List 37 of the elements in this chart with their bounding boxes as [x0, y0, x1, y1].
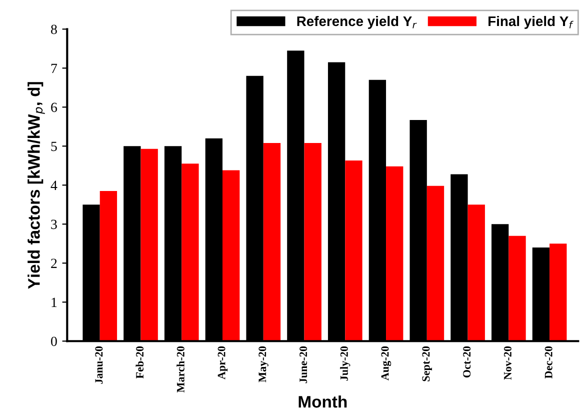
legend-label: Final yield Y$_{f}$ [488, 16, 574, 29]
x-tick-label: Janu-20 [95, 346, 103, 384]
bar [468, 204, 485, 342]
y-tick-label: 1 [52, 298, 57, 307]
y-tick-label: 8 [51, 24, 57, 34]
y-tick-label: 2 [51, 258, 57, 268]
bar [222, 170, 240, 342]
x-tick-label: July-20 [340, 346, 350, 381]
x-tick-label: June-20 [300, 346, 308, 384]
bar [508, 236, 526, 342]
x-tick-label: May-20 [258, 346, 268, 382]
x-tick-label: Aug-20 [381, 346, 392, 380]
bar [386, 166, 404, 342]
x-tick-label: Oct-20 [463, 346, 471, 378]
bar [263, 143, 281, 342]
x-tick-label: March-20 [176, 346, 184, 392]
x-tick-label: Nov-20 [504, 346, 512, 380]
x-tick-label: Apr-20 [218, 346, 228, 380]
y-tick-label: 6 [51, 102, 58, 112]
y-tick-label: 3 [51, 220, 57, 230]
bar [550, 244, 567, 342]
bar [140, 148, 158, 342]
x-tick-label: Sept-20 [422, 346, 432, 382]
bar [100, 190, 118, 342]
y-tick-label: 0 [51, 336, 57, 346]
x-tick-label: Dec-20 [544, 346, 552, 378]
bar [304, 143, 322, 342]
bar [426, 186, 444, 342]
y-tick-label: 4 [50, 180, 58, 190]
legend-label: Reference yield Y$_{r}$ [297, 16, 417, 29]
x-axis-title: Month [298, 395, 347, 408]
y-tick-label: 7 [51, 64, 58, 73]
bar [182, 164, 199, 342]
bar [345, 160, 362, 342]
x-tick-label: Feb-20 [136, 346, 144, 378]
y-axis-title: Yield factors [kWh/kW$_{p}$, d] [28, 82, 45, 289]
y-tick-label: 5 [51, 142, 57, 152]
